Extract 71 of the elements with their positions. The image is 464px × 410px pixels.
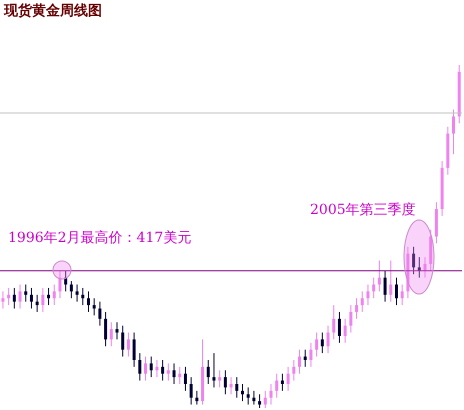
candlestick	[155, 359, 158, 378]
candlestick	[280, 373, 284, 392]
candlestick	[309, 342, 312, 368]
candlestick	[132, 332, 136, 368]
candlestick	[110, 322, 113, 347]
candlestick	[190, 376, 193, 406]
candlestick	[104, 311, 108, 347]
candlestick	[412, 246, 416, 275]
candlestick	[224, 370, 227, 395]
candlestick	[275, 373, 278, 398]
candlestick	[206, 359, 210, 384]
candlestick	[18, 284, 22, 310]
candlestick	[116, 322, 118, 340]
candlestick	[452, 109, 456, 155]
candlestick	[218, 370, 222, 388]
candlestick	[252, 390, 256, 406]
candlestick	[64, 270, 68, 292]
candlestick	[184, 366, 187, 392]
candlestick	[355, 298, 358, 320]
candlestick	[240, 383, 244, 402]
candlestick	[144, 356, 148, 382]
candlestick	[230, 376, 233, 395]
candlestick	[258, 394, 262, 408]
candlestick	[150, 356, 153, 378]
candlestick	[298, 349, 302, 374]
candlestick	[70, 280, 73, 299]
candlestick	[30, 287, 33, 310]
candlestick	[121, 325, 124, 358]
candlestick	[126, 332, 130, 358]
candlestick	[24, 284, 28, 302]
candlestick	[76, 284, 79, 302]
candlestick	[86, 290, 90, 312]
candlestick	[424, 256, 426, 278]
candlestick	[178, 366, 182, 384]
candlestick	[389, 260, 392, 302]
candlestick	[366, 284, 370, 306]
candlestick	[394, 277, 398, 306]
candlestick	[326, 325, 330, 354]
annotation: 2005年第三季度	[310, 201, 416, 219]
candlestick	[338, 311, 341, 344]
candlestick	[1, 290, 4, 310]
candlestick	[36, 294, 39, 312]
candlestick	[315, 332, 318, 358]
candlestick	[92, 298, 96, 316]
chart-title: 现货黄金周线图	[4, 2, 102, 20]
candlestick	[235, 376, 238, 398]
candlestick	[58, 270, 62, 299]
candlestick	[264, 390, 267, 408]
candlestick	[344, 318, 347, 344]
candlestick	[304, 349, 307, 368]
candlestick	[212, 352, 216, 388]
candlestick	[52, 284, 56, 306]
candlestick	[332, 304, 336, 340]
annotation: 1996年2月最高价：417美元	[8, 229, 192, 247]
candlestick	[138, 352, 142, 382]
candlestick	[349, 304, 352, 334]
candlestick	[292, 359, 296, 382]
candlestick	[372, 277, 376, 299]
candlestick	[378, 260, 381, 292]
candlestick	[400, 284, 404, 306]
candlestick	[98, 301, 102, 326]
candlestick	[320, 332, 324, 354]
candlestick	[172, 362, 176, 384]
candlestick	[286, 366, 290, 392]
candlestick	[161, 359, 164, 382]
candlestick	[195, 390, 198, 406]
candlestick	[41, 287, 44, 312]
candlestick	[360, 290, 364, 312]
candlestick	[384, 270, 387, 302]
candlestick	[12, 287, 16, 310]
candlestick	[270, 383, 272, 406]
